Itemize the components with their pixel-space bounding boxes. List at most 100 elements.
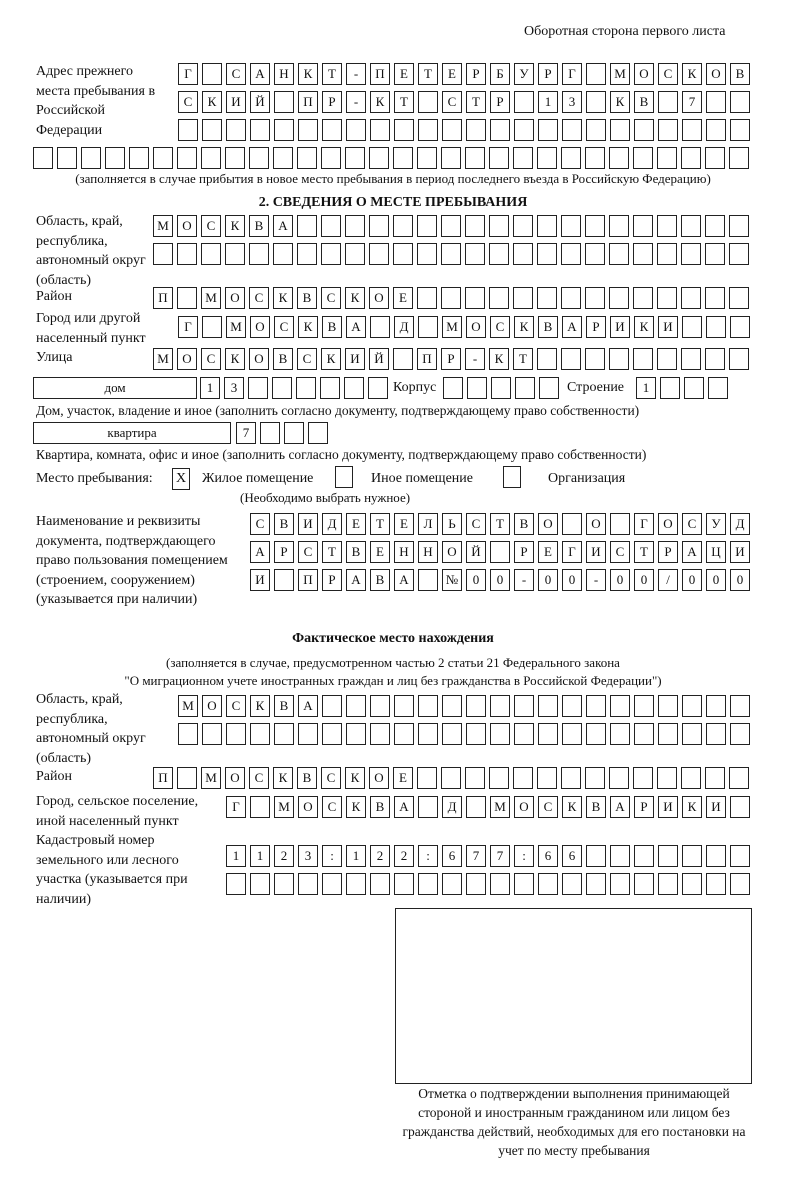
char-cell[interactable]: Р xyxy=(322,569,342,591)
char-cell[interactable]: О xyxy=(177,215,197,237)
char-cell[interactable]: И xyxy=(250,569,270,591)
char-cell[interactable]: С xyxy=(321,767,341,789)
char-cell[interactable]: Е xyxy=(346,513,366,535)
char-cell[interactable] xyxy=(610,513,630,535)
char-cell[interactable] xyxy=(705,215,725,237)
char-cell[interactable]: О xyxy=(298,796,318,818)
char-cell[interactable]: 1 xyxy=(538,91,558,113)
char-cell[interactable]: Ь xyxy=(442,513,462,535)
char-cell[interactable] xyxy=(321,215,341,237)
char-cell[interactable]: Д xyxy=(442,796,462,818)
char-cell[interactable]: О xyxy=(177,348,197,370)
char-cell[interactable]: У xyxy=(706,513,726,535)
char-cell[interactable]: В xyxy=(274,513,294,535)
char-cell[interactable]: С xyxy=(274,316,294,338)
char-cell[interactable]: Р xyxy=(322,91,342,113)
char-cell[interactable]: И xyxy=(345,348,365,370)
char-cell[interactable]: Й xyxy=(250,91,270,113)
char-cell[interactable] xyxy=(202,63,222,85)
char-cell[interactable]: К xyxy=(250,695,270,717)
char-cell[interactable] xyxy=(393,243,413,265)
char-cell[interactable] xyxy=(260,422,280,444)
char-cell[interactable] xyxy=(418,91,438,113)
char-cell[interactable] xyxy=(537,767,557,789)
char-cell[interactable]: Р xyxy=(441,348,461,370)
char-cell[interactable]: О xyxy=(249,348,269,370)
char-cell[interactable]: С xyxy=(490,316,510,338)
char-cell[interactable]: А xyxy=(562,316,582,338)
char-cell[interactable] xyxy=(370,119,390,141)
char-cell[interactable]: - xyxy=(346,63,366,85)
char-cell[interactable]: 0 xyxy=(538,569,558,591)
char-cell[interactable] xyxy=(585,243,605,265)
char-cell[interactable] xyxy=(730,845,750,867)
char-cell[interactable] xyxy=(33,147,53,169)
char-cell[interactable]: С xyxy=(226,63,246,85)
char-cell[interactable] xyxy=(442,723,462,745)
char-cell[interactable] xyxy=(658,91,678,113)
char-cell[interactable] xyxy=(513,215,533,237)
char-cell[interactable] xyxy=(681,147,701,169)
char-cell[interactable] xyxy=(442,695,462,717)
char-cell[interactable]: 0 xyxy=(490,569,510,591)
char-cell[interactable]: С xyxy=(658,63,678,85)
char-cell[interactable] xyxy=(465,243,485,265)
char-cell[interactable] xyxy=(393,147,413,169)
char-cell[interactable] xyxy=(490,723,510,745)
char-cell[interactable]: Р xyxy=(538,63,558,85)
char-cell[interactable] xyxy=(442,119,462,141)
char-cell[interactable]: С xyxy=(322,796,342,818)
char-cell[interactable] xyxy=(370,723,390,745)
char-cell[interactable]: 7 xyxy=(490,845,510,867)
char-cell[interactable]: О xyxy=(586,513,606,535)
char-cell[interactable] xyxy=(393,348,413,370)
char-cell[interactable] xyxy=(561,287,581,309)
char-cell[interactable] xyxy=(586,723,606,745)
char-cell[interactable]: : xyxy=(514,845,534,867)
char-cell[interactable]: Г xyxy=(562,63,582,85)
char-cell[interactable] xyxy=(730,119,750,141)
char-cell[interactable] xyxy=(682,316,702,338)
stay-organization-checkbox[interactable] xyxy=(503,466,521,488)
char-cell[interactable]: М xyxy=(201,287,221,309)
char-cell[interactable] xyxy=(585,287,605,309)
char-cell[interactable]: К xyxy=(370,91,390,113)
char-cell[interactable]: Т xyxy=(322,541,342,563)
char-cell[interactable] xyxy=(490,873,510,895)
char-cell[interactable]: С xyxy=(610,541,630,563)
char-cell[interactable]: В xyxy=(322,316,342,338)
char-cell[interactable] xyxy=(539,377,559,399)
char-cell[interactable] xyxy=(418,695,438,717)
char-cell[interactable]: В xyxy=(514,513,534,535)
char-cell[interactable] xyxy=(585,215,605,237)
char-cell[interactable] xyxy=(345,215,365,237)
char-cell[interactable]: С xyxy=(442,91,462,113)
char-cell[interactable]: О xyxy=(369,287,389,309)
char-cell[interactable]: Е xyxy=(370,541,390,563)
char-cell[interactable]: О xyxy=(202,695,222,717)
char-cell[interactable]: Л xyxy=(418,513,438,535)
char-cell[interactable] xyxy=(706,119,726,141)
char-cell[interactable] xyxy=(609,767,629,789)
char-cell[interactable] xyxy=(441,215,461,237)
char-cell[interactable]: М xyxy=(442,316,462,338)
char-cell[interactable]: В xyxy=(274,695,294,717)
char-cell[interactable]: С xyxy=(249,287,269,309)
char-cell[interactable] xyxy=(417,215,437,237)
char-cell[interactable] xyxy=(657,243,677,265)
char-cell[interactable] xyxy=(298,873,318,895)
char-cell[interactable]: 2 xyxy=(370,845,390,867)
char-cell[interactable]: К xyxy=(202,91,222,113)
char-cell[interactable] xyxy=(657,348,677,370)
char-cell[interactable]: В xyxy=(370,796,390,818)
char-cell[interactable] xyxy=(490,541,510,563)
char-cell[interactable] xyxy=(513,287,533,309)
char-cell[interactable] xyxy=(729,348,749,370)
char-cell[interactable]: Е xyxy=(393,767,413,789)
char-cell[interactable] xyxy=(466,695,486,717)
char-cell[interactable] xyxy=(369,215,389,237)
char-cell[interactable] xyxy=(418,873,438,895)
char-cell[interactable] xyxy=(297,147,317,169)
char-cell[interactable] xyxy=(730,316,750,338)
char-cell[interactable] xyxy=(369,243,389,265)
